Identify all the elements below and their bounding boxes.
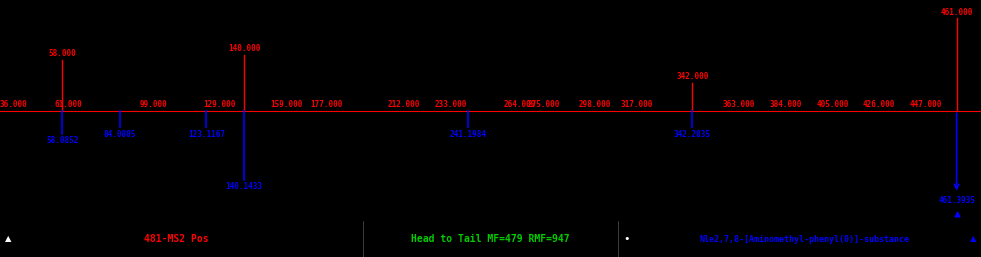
- Text: Nle2,7,8-[Aminomethyl-phenyl(0)]-substance: Nle2,7,8-[Aminomethyl-phenyl(0)]-substan…: [699, 234, 909, 244]
- Text: •: •: [623, 234, 630, 244]
- Text: 36.000: 36.000: [0, 100, 27, 109]
- Text: 233.000: 233.000: [435, 100, 467, 109]
- Text: Head to Tail MF=479 RMF=947: Head to Tail MF=479 RMF=947: [411, 234, 570, 244]
- Text: 58.0852: 58.0852: [46, 136, 78, 145]
- Text: 384.000: 384.000: [769, 100, 801, 109]
- Text: 84.0805: 84.0805: [104, 130, 136, 139]
- Text: ▲: ▲: [5, 234, 12, 244]
- Text: 123.1167: 123.1167: [188, 130, 225, 139]
- Text: 342.2835: 342.2835: [674, 130, 711, 139]
- Text: 129.000: 129.000: [203, 100, 235, 109]
- Text: 481-MS2 Pos: 481-MS2 Pos: [144, 234, 209, 244]
- Text: 99.000: 99.000: [139, 100, 167, 109]
- Text: 140.1433: 140.1433: [226, 182, 263, 191]
- Text: 461.000: 461.000: [941, 7, 973, 16]
- Text: 177.000: 177.000: [310, 100, 342, 109]
- Text: 264.000: 264.000: [503, 100, 536, 109]
- Text: 298.000: 298.000: [579, 100, 611, 109]
- Text: 426.000: 426.000: [862, 100, 895, 109]
- Text: 275.000: 275.000: [528, 100, 560, 109]
- Text: ▲: ▲: [969, 234, 976, 244]
- Text: 61.000: 61.000: [55, 100, 82, 109]
- Text: 461.3935: 461.3935: [938, 196, 975, 205]
- Text: 212.000: 212.000: [387, 100, 420, 109]
- Text: 58.000: 58.000: [48, 49, 76, 58]
- Text: 405.000: 405.000: [816, 100, 849, 109]
- Text: 159.000: 159.000: [270, 100, 302, 109]
- Text: 363.000: 363.000: [723, 100, 755, 109]
- Text: 140.000: 140.000: [228, 44, 260, 53]
- Text: 317.000: 317.000: [621, 100, 653, 109]
- Text: 342.000: 342.000: [676, 72, 708, 81]
- Text: 447.000: 447.000: [909, 100, 942, 109]
- Text: 241.1984: 241.1984: [450, 130, 487, 139]
